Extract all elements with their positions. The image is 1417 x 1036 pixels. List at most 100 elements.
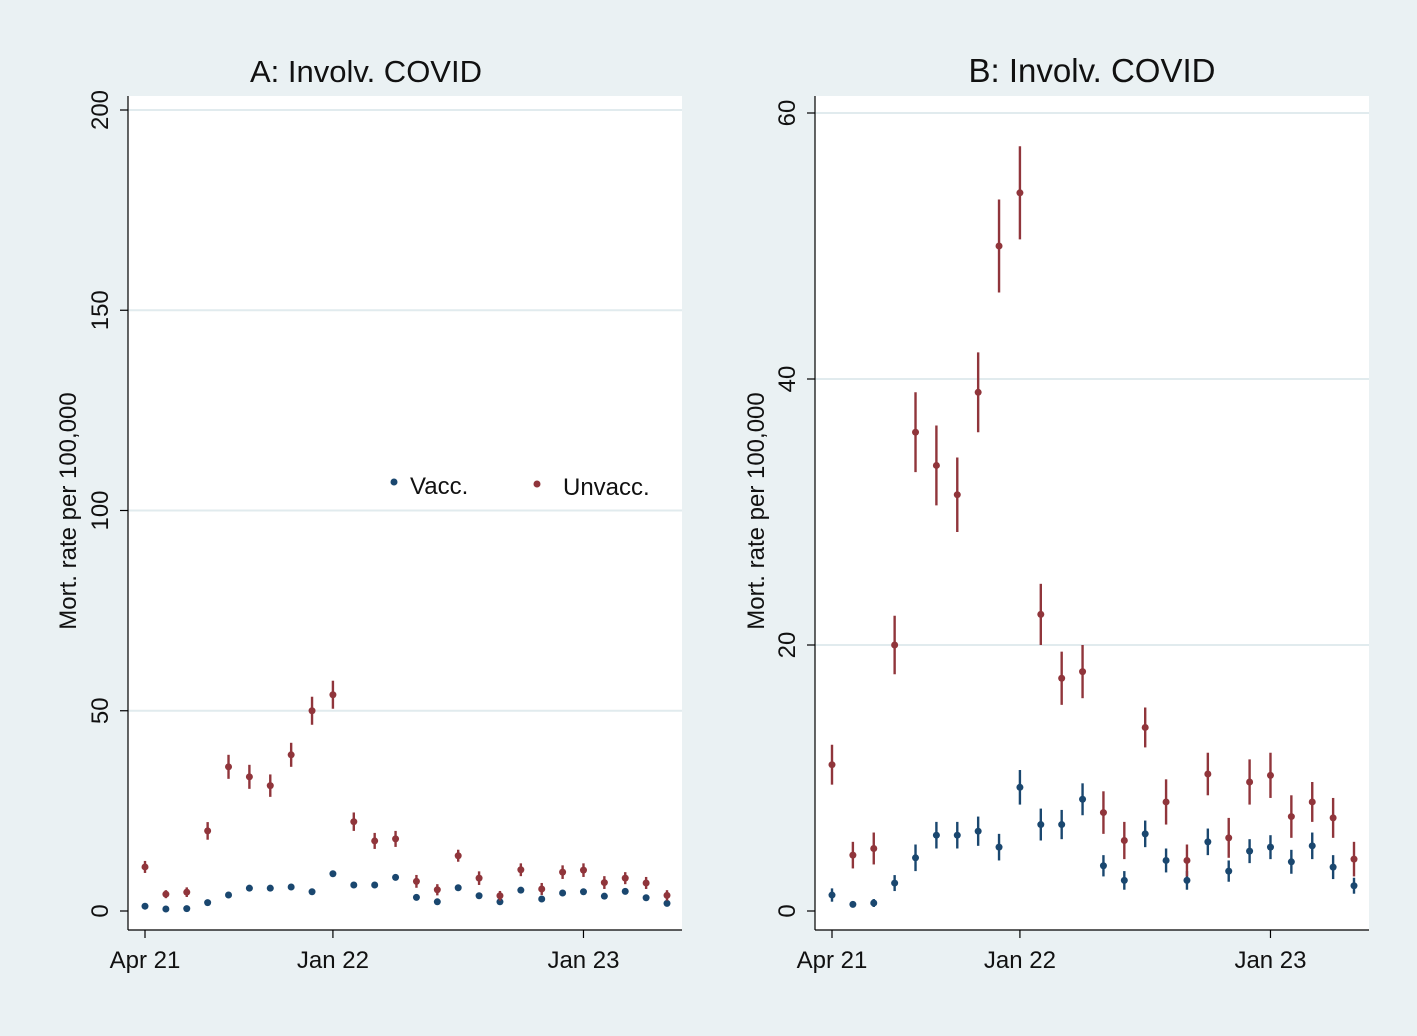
panel-a-title: A: Involv. COVID <box>250 54 482 89</box>
panel-b-plot-area <box>815 96 1369 930</box>
vacc-data-point <box>932 831 940 839</box>
vacc-data-point <box>350 881 358 889</box>
unvacc-data-point <box>329 691 337 699</box>
vacc-data-point <box>538 895 546 903</box>
unvacc-data-point <box>538 885 546 893</box>
unvacc-data-point <box>600 879 608 887</box>
y-tick-label: 50 <box>87 697 114 724</box>
unvacc-data-point <box>828 761 836 769</box>
unvacc-data-point <box>849 851 857 859</box>
unvacc-data-point <box>995 242 1003 250</box>
vacc-data-point <box>621 887 629 895</box>
unvacc-data-point <box>287 751 295 759</box>
unvacc-data-point <box>371 837 379 845</box>
vacc-data-point <box>1016 783 1024 791</box>
unvacc-data-point <box>1204 770 1212 778</box>
unvacc-data-point <box>1120 837 1128 845</box>
vacc-data-point <box>1225 867 1233 875</box>
vacc-data-point <box>392 873 400 881</box>
vacc-data-point <box>1183 876 1191 884</box>
y-tick-label: 150 <box>87 290 114 330</box>
vacc-data-point <box>1204 838 1212 846</box>
unvacc-data-point <box>1225 834 1233 842</box>
unvacc-data-point <box>245 773 253 781</box>
vacc-data-point <box>870 899 878 907</box>
vacc-data-point <box>912 854 920 862</box>
panel-b-gridlines <box>815 112 1369 646</box>
unvacc-data-point <box>350 818 358 826</box>
unvacc-data-point <box>932 461 940 469</box>
unvacc-data-point <box>953 491 961 499</box>
x-tick-label: Jan 23 <box>1234 947 1306 974</box>
legend-vacc-marker <box>390 478 398 486</box>
y-tick-label: 60 <box>774 100 801 127</box>
vacc-data-point <box>974 827 982 835</box>
vacc-data-point <box>454 884 462 892</box>
panel-a-plot-area <box>128 96 682 930</box>
y-tick-label: 0 <box>774 904 801 917</box>
x-tick-label: Apr 21 <box>110 947 181 974</box>
unvacc-data-point <box>1058 674 1066 682</box>
panel-b-y-ticks: 0 20 40 60 <box>774 100 815 918</box>
vacc-data-point <box>287 883 295 891</box>
unvacc-data-point <box>1287 813 1295 821</box>
vacc-data-point <box>162 905 170 913</box>
panel-b-x-ticks: Apr 21 Jan 22 Jan 23 <box>797 930 1307 974</box>
vacc-data-point <box>329 870 337 878</box>
y-tick-label: 200 <box>87 90 114 130</box>
vacc-data-point <box>1099 862 1107 870</box>
y-tick-label: 40 <box>774 366 801 393</box>
unvacc-data-point <box>1350 855 1358 863</box>
vacc-data-point <box>1266 843 1274 851</box>
unvacc-data-point <box>475 874 483 882</box>
panel-a-data-marks <box>141 680 671 913</box>
vacc-data-point <box>891 879 899 887</box>
vacc-data-point <box>1058 821 1066 829</box>
unvacc-data-point <box>1246 778 1254 786</box>
vacc-data-point <box>1329 863 1337 871</box>
unvacc-data-point <box>912 428 920 436</box>
unvacc-data-point <box>621 874 629 882</box>
vacc-data-point <box>245 884 253 892</box>
vacc-data-point <box>1350 882 1358 890</box>
vacc-data-point <box>475 892 483 900</box>
panel-a-y-axis-label: Mort. rate per 100,000 <box>55 392 82 629</box>
vacc-data-point <box>412 893 420 901</box>
panel-b-y-axis-label: Mort. rate per 100,000 <box>743 392 770 629</box>
vacc-data-point <box>496 898 504 906</box>
unvacc-data-point <box>891 641 899 649</box>
x-tick-label: Jan 23 <box>547 947 619 974</box>
x-tick-label: Apr 21 <box>797 947 868 974</box>
unvacc-data-point <box>870 844 878 852</box>
panel-a-x-ticks: Apr 21 Jan 22 Jan 23 <box>110 930 620 974</box>
vacc-data-point <box>308 888 316 896</box>
legend: Vacc. Unvacc. <box>390 473 650 501</box>
vacc-data-point <box>1037 821 1045 829</box>
unvacc-data-point <box>517 866 525 874</box>
unvacc-data-point <box>225 763 233 771</box>
unvacc-data-point <box>392 835 400 843</box>
x-tick-label: Jan 22 <box>984 947 1056 974</box>
vacc-data-point <box>1246 847 1254 855</box>
vacc-data-point <box>141 902 149 910</box>
vacc-data-point <box>559 889 567 897</box>
legend-vacc-label: Vacc. <box>410 473 468 500</box>
unvacc-data-point <box>266 782 274 790</box>
legend-unvacc-label: Unvacc. <box>563 474 650 501</box>
vacc-data-point <box>953 831 961 839</box>
vacc-data-point <box>1308 842 1316 850</box>
y-tick-label: 20 <box>774 632 801 659</box>
vacc-data-point <box>433 898 441 906</box>
vacc-data-point <box>995 843 1003 851</box>
vacc-data-point <box>517 886 525 894</box>
unvacc-data-point <box>308 707 316 715</box>
vacc-data-point <box>1120 876 1128 884</box>
vacc-data-point <box>1079 795 1087 803</box>
unvacc-data-point <box>1329 814 1337 822</box>
unvacc-data-point <box>183 888 191 896</box>
x-tick-label: Jan 22 <box>297 947 369 974</box>
panel-a-y-ticks: 0 50 100 150 200 <box>87 90 128 918</box>
vacc-data-point <box>204 899 212 907</box>
panel-b: B: Involv. COVID 0 20 40 60 Apr 21 Jan 22 Jan… <box>743 52 1369 974</box>
